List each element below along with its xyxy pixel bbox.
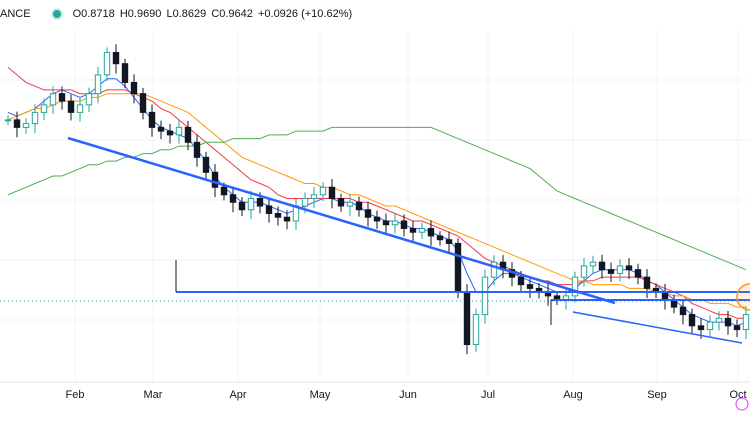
candle-body <box>661 291 669 301</box>
candle-body <box>256 198 264 207</box>
candle-body <box>346 201 354 207</box>
candle-body <box>607 269 615 274</box>
candle-body <box>445 239 453 244</box>
candle-body <box>175 126 183 136</box>
candle-body <box>364 209 372 218</box>
candle-body <box>238 201 246 211</box>
candle-body <box>58 93 66 102</box>
moving-average-200-line <box>7 126 747 271</box>
candle-body <box>193 141 201 158</box>
open-value: O0.8718 <box>72 8 115 20</box>
candle-body <box>301 198 309 207</box>
x-tick-label: May <box>310 389 331 401</box>
candle-body <box>31 111 39 125</box>
candle-body <box>337 198 345 207</box>
candle-body <box>211 171 219 188</box>
x-tick-label: Mar <box>144 389 163 401</box>
candle-body <box>103 51 111 76</box>
x-tick-label: Jun <box>399 389 417 401</box>
short-trendline <box>572 311 743 344</box>
ohlc-readout: O0.8718 H0.9690 L0.8629 C0.9642 +0.0926 … <box>73 8 355 20</box>
symbol-name: ANCE <box>0 8 31 20</box>
candle-body <box>139 93 147 113</box>
candle-body <box>265 205 273 214</box>
candle-body <box>679 306 687 316</box>
candle-body <box>400 220 408 229</box>
x-tick-label: Aug <box>563 389 583 401</box>
candle-body <box>247 198 255 211</box>
candle-body <box>436 235 444 241</box>
chart-header: ANCE O0.8718 H0.9690 L0.8629 C0.9642 +0.… <box>0 6 354 22</box>
candle-body <box>202 156 210 173</box>
candle-body <box>616 265 624 274</box>
candle-body <box>148 111 156 128</box>
candle-body <box>472 314 480 346</box>
candle-body <box>409 227 417 233</box>
candle-body <box>517 276 525 286</box>
candle-body <box>184 126 192 143</box>
candle-body <box>571 276 579 297</box>
change-value: +0.0926 (+10.62%) <box>257 8 353 20</box>
x-tick-label: Apr <box>229 389 246 401</box>
candle-body <box>85 93 93 106</box>
candle-body <box>40 104 48 113</box>
candle-body <box>121 63 129 83</box>
candle-body <box>22 123 30 128</box>
candle-body <box>355 201 363 211</box>
x-tick-label: Oct <box>729 389 746 401</box>
candle-body <box>427 227 435 237</box>
candle-body <box>688 314 696 327</box>
candle-body <box>274 212 282 218</box>
candle-body <box>76 104 84 113</box>
candle-body <box>391 220 399 226</box>
candle-body <box>13 119 21 128</box>
candle-body <box>328 186 336 200</box>
candle-body <box>229 194 237 203</box>
event-marker-icon <box>735 397 749 411</box>
candle-body <box>715 317 723 323</box>
candle-body <box>49 93 57 106</box>
candle-body <box>67 100 75 113</box>
candle-body <box>589 261 597 267</box>
x-tick-label: Feb <box>66 389 85 401</box>
candle-body <box>598 261 606 271</box>
candle-body <box>310 194 318 200</box>
candle-body <box>625 265 633 271</box>
candle-body <box>733 325 741 331</box>
low-value: L0.8629 <box>166 8 207 20</box>
candle-body <box>526 284 534 289</box>
candle-body <box>454 242 462 293</box>
candle-body <box>94 74 102 95</box>
moving-average-mid-line <box>7 67 746 319</box>
candle-body <box>166 130 174 136</box>
candle-body <box>130 81 138 95</box>
high-value: H0.9690 <box>119 8 162 20</box>
candle-body <box>697 325 705 331</box>
descending-trendline <box>67 136 616 305</box>
candle-body <box>4 119 12 122</box>
candle-body <box>742 314 750 331</box>
candle-body <box>463 291 471 346</box>
candle-body <box>724 317 732 327</box>
market-status-icon <box>50 8 63 20</box>
candle-body <box>319 186 327 196</box>
candle-body <box>373 216 381 222</box>
x-tick-label: Sep <box>647 389 667 401</box>
candle-body <box>643 276 651 289</box>
candle-body <box>481 276 489 316</box>
candle-body <box>706 321 714 331</box>
close-value: C0.9642 <box>211 8 253 20</box>
candle-body <box>382 220 390 226</box>
x-tick-label: Jul <box>481 389 495 401</box>
candle-body <box>580 265 588 278</box>
candle-body <box>490 261 498 278</box>
breakout-highlight-circle <box>736 283 750 311</box>
candle-body <box>157 126 165 132</box>
candle-body <box>220 186 228 196</box>
candle-body <box>112 51 120 65</box>
candle-body <box>634 269 642 278</box>
candle-body <box>418 227 426 233</box>
candle-body <box>283 216 291 222</box>
